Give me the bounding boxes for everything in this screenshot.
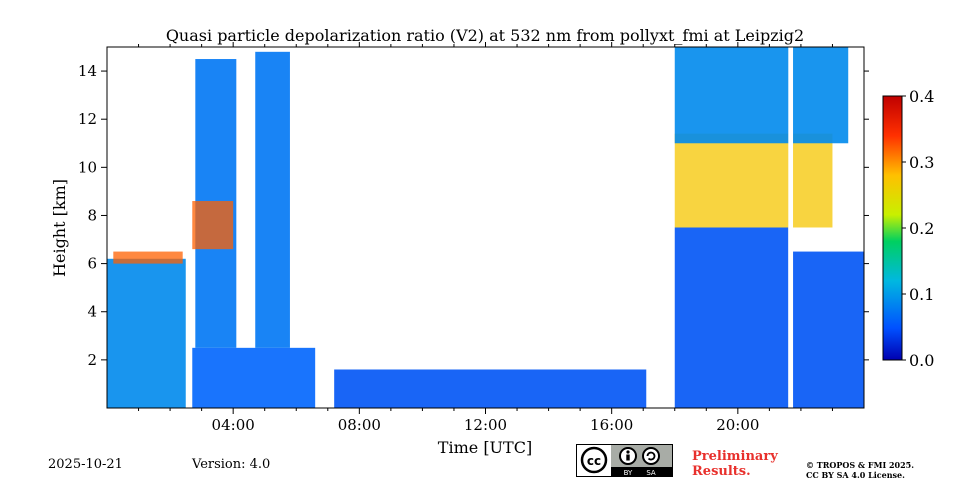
chart-title: Quasi particle depolarization ratio (V2)… — [166, 26, 804, 45]
copyright-notice: © TROPOS & FMI 2025. CC BY SA 4.0 Licens… — [806, 460, 914, 480]
colorbar-tick-label-1: 0.1 — [909, 285, 934, 304]
heatmap-region-1 — [113, 251, 183, 264]
heatmap-region-5 — [192, 201, 234, 250]
y-tick-label-2: 6 — [87, 255, 97, 273]
colorbar-tick-label-2: 0.2 — [909, 219, 934, 238]
heatmap-region-9 — [674, 133, 833, 228]
x-tick-label-2: 12:00 — [464, 416, 507, 434]
heatmap-region-10 — [674, 47, 849, 144]
version-label: Version: 4.0 — [192, 457, 271, 472]
colorbar — [882, 95, 903, 361]
heatmap-region-8 — [793, 251, 864, 408]
axis-ticks: 04:00 08:00 12:00 16:00 20:00 2 4 6 8 10 12 14 — [78, 42, 869, 434]
svg-text:BY: BY — [624, 469, 633, 476]
x-axis-label: Time [UTC] — [438, 438, 532, 457]
y-tick-label-5: 12 — [78, 110, 97, 128]
data-gap-2 — [329, 47, 335, 408]
data-gap-1 — [318, 47, 324, 408]
colorbar-tick-label-0: 0.0 — [909, 351, 934, 370]
colorbar-ticks: 0.0 0.1 0.2 0.3 0.4 — [902, 87, 934, 370]
y-tick-label-0: 2 — [87, 351, 97, 369]
preliminary-notice: Preliminary Results. — [692, 449, 778, 479]
heatmap-layer — [107, 47, 864, 408]
x-tick-label-1: 08:00 — [338, 416, 381, 434]
cc-license-badge: cc BY SA — [576, 444, 673, 477]
colorbar-tick-label-3: 0.3 — [909, 153, 934, 172]
heatmap-region-6 — [334, 369, 647, 408]
y-tick-label-6: 14 — [78, 62, 97, 80]
y-tick-label-1: 4 — [87, 303, 97, 321]
colorbar-tick-label-4: 0.4 — [909, 87, 934, 106]
date-label: 2025-10-21 — [48, 457, 123, 472]
preliminary-line-1: Preliminary — [692, 449, 778, 464]
svg-text:SA: SA — [646, 469, 656, 476]
heatmap-region-7 — [674, 227, 789, 408]
y-tick-label-4: 10 — [78, 158, 97, 176]
data-gap-4 — [788, 47, 794, 408]
data-gap-0 — [185, 47, 193, 408]
data-gap-3 — [646, 47, 652, 408]
heatmap-region-0 — [107, 258, 186, 408]
cc-license-icon: cc BY SA — [577, 445, 672, 477]
copyright-line-2: CC BY SA 4.0 License. — [806, 470, 905, 480]
x-tick-label-4: 20:00 — [716, 416, 759, 434]
plot-area — [107, 47, 864, 408]
y-tick-label-3: 8 — [87, 206, 97, 224]
x-tick-label-3: 16:00 — [590, 416, 633, 434]
x-tick-label-0: 04:00 — [212, 416, 255, 434]
heatmap-region-4 — [255, 51, 290, 348]
heatmap-region-2 — [192, 347, 316, 408]
y-axis-label: Height [km] — [50, 179, 69, 277]
copyright-line-1: © TROPOS & FMI 2025. — [806, 460, 915, 470]
preliminary-line-2: Results. — [692, 464, 751, 479]
svg-text:cc: cc — [587, 454, 601, 468]
